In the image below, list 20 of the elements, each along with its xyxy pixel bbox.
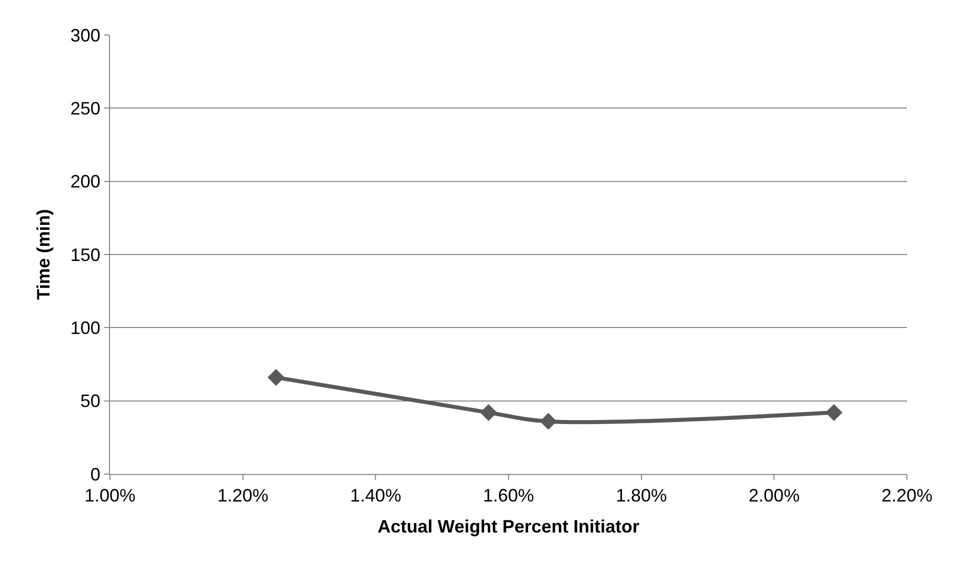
y-axis-title: Time (min) <box>34 209 54 300</box>
y-tick-label: 300 <box>70 25 100 46</box>
x-tick-label: 1.40% <box>350 486 402 506</box>
y-tick-label: 0 <box>90 464 100 484</box>
y-tick-label: 250 <box>70 98 100 118</box>
x-tick-label: 2.20% <box>881 486 933 506</box>
point <box>480 404 498 421</box>
y-tick-label: 150 <box>70 244 100 265</box>
x-tick-label: 1.60% <box>482 486 534 506</box>
x-tick-label: 2.00% <box>748 486 800 506</box>
y-tick-label: 50 <box>80 391 100 412</box>
point <box>540 412 557 430</box>
point <box>268 368 284 386</box>
y-tick-label: 200 <box>70 172 100 192</box>
y-tick-label: 100 <box>70 318 100 338</box>
point <box>825 404 842 421</box>
x-tick-label: 1.80% <box>616 486 667 506</box>
x-tick-label: 1.20% <box>217 486 268 506</box>
x-axis-title: Actual Weight Percent Initiator <box>378 516 640 537</box>
x-tick-label: 1.00% <box>84 486 136 506</box>
